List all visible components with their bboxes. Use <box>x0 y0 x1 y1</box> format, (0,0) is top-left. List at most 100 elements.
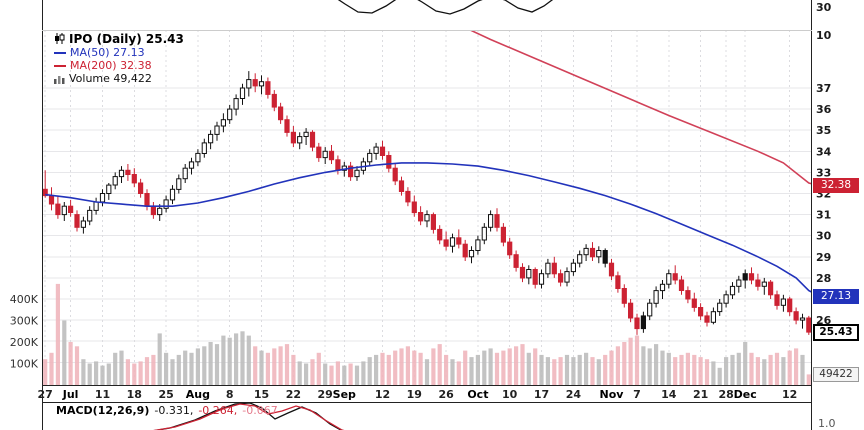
candle-body <box>265 81 271 95</box>
volume-bar <box>240 331 245 386</box>
candle-body <box>411 201 417 214</box>
candle-body <box>169 188 176 201</box>
volume-bar <box>494 352 500 386</box>
candle-body <box>405 190 411 203</box>
candle-body <box>538 273 545 285</box>
volume-bar <box>507 348 512 385</box>
ma50-legend-label: MA(50) 27.13 <box>70 46 145 59</box>
volume-bar <box>113 352 118 386</box>
x-axis-label: 29 <box>318 388 333 401</box>
candle-body <box>748 273 755 281</box>
candle-body <box>188 161 195 169</box>
candle-body <box>551 262 557 275</box>
candle-body <box>144 193 150 207</box>
volume-bar <box>533 348 538 385</box>
volume-bar <box>730 354 735 385</box>
candle-body <box>195 152 201 163</box>
candle-body <box>443 239 449 247</box>
candle-body <box>284 119 290 133</box>
candle-body <box>698 307 704 317</box>
candle-body <box>201 142 207 154</box>
volume-bar <box>386 354 391 385</box>
volume-bar <box>456 361 461 385</box>
volume-bar <box>501 350 506 385</box>
candle-body <box>316 146 322 159</box>
volume-bar <box>195 348 200 385</box>
ma200-line <box>468 30 812 185</box>
volume-bar <box>144 357 150 385</box>
candle-body <box>386 155 392 169</box>
ma200-price-label: 32.38 <box>813 178 859 193</box>
candle-body <box>500 226 506 243</box>
x-axis-label: 21 <box>693 388 708 401</box>
candle-body <box>157 207 163 216</box>
candle-body <box>437 228 443 241</box>
volume-bar <box>634 335 640 385</box>
upper-indicator-line <box>337 0 554 15</box>
volume-bar <box>654 344 659 385</box>
volume-bar <box>628 337 633 385</box>
candle-body <box>48 195 55 205</box>
volume-bar <box>774 352 780 386</box>
volume-bar <box>520 344 525 385</box>
candle-body <box>55 203 61 216</box>
x-axis-label: Oct <box>467 388 488 401</box>
y-axis-label: 29 <box>816 251 831 264</box>
x-axis-label: 12 <box>782 388 797 401</box>
candle-body <box>246 79 252 89</box>
candle-body <box>647 302 653 317</box>
volume-axis-label: 100K <box>10 358 39 371</box>
x-axis-label: 27 <box>38 388 53 401</box>
volume-bar <box>259 350 264 385</box>
volume-bar <box>437 344 442 385</box>
volume-bar <box>673 357 678 385</box>
volume-icon <box>54 74 65 84</box>
volume-bar <box>227 337 232 385</box>
volume-bar <box>304 363 309 385</box>
volume-bar <box>43 359 48 385</box>
candle-body <box>468 250 475 258</box>
volume-bar <box>660 350 665 385</box>
candle-body <box>138 182 144 194</box>
candle-body <box>526 269 532 279</box>
volume-bar <box>62 320 67 385</box>
macd-value-3: -0.067 <box>242 404 278 417</box>
volume-bar <box>514 346 519 385</box>
date-gridlines <box>44 30 791 385</box>
volume-bar <box>157 333 162 385</box>
candle-body <box>373 146 379 154</box>
volume-bar <box>577 354 582 385</box>
volume-bar <box>208 342 213 385</box>
candle-body <box>793 311 799 321</box>
candle-body <box>608 262 615 277</box>
volume-bar <box>374 354 379 385</box>
volume-bar <box>132 363 137 385</box>
candle-body <box>328 150 335 161</box>
volume-bar <box>405 346 410 385</box>
volume-bar <box>189 352 194 386</box>
candle-body <box>545 262 551 275</box>
candle-body <box>659 283 666 292</box>
volume-bar <box>354 365 360 385</box>
x-axis-label: 12 <box>375 388 390 401</box>
volume-bar <box>724 357 729 385</box>
volume-bar <box>253 346 258 385</box>
candle-body <box>252 79 258 87</box>
volume-bar <box>176 354 181 385</box>
volume-axis-labels: 400K 300K 200K 100K <box>10 293 39 371</box>
volume-bar <box>545 357 550 385</box>
volume-bar <box>49 352 54 386</box>
volume-bar <box>558 357 563 385</box>
candle-body <box>449 237 456 247</box>
candle-body <box>348 165 354 178</box>
volume-bar <box>609 350 614 385</box>
macd-legend-label: MACD(12,26,9) <box>56 404 150 417</box>
volume-bar <box>106 363 111 385</box>
volume-bar <box>482 350 487 385</box>
volume-bar <box>584 352 589 386</box>
candle-body <box>290 131 296 144</box>
volume-bar <box>717 367 722 385</box>
candle-body <box>456 237 462 245</box>
